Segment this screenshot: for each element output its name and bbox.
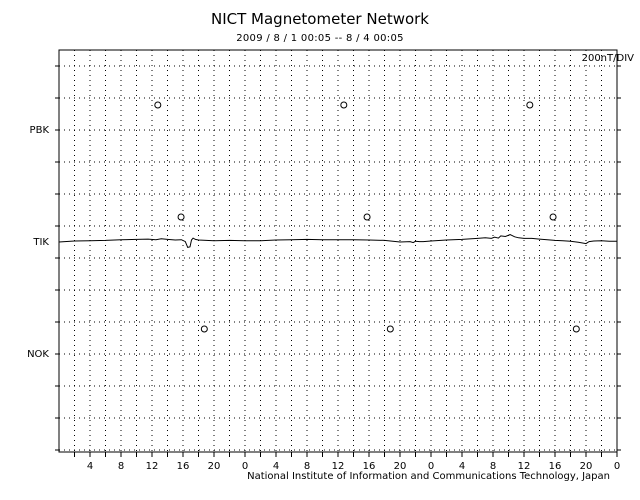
x-tick-label: 20 bbox=[394, 461, 407, 472]
x-tick-label: 16 bbox=[177, 461, 190, 472]
station-label-nok: NOK bbox=[27, 349, 49, 360]
station-marker-tik bbox=[549, 213, 557, 221]
x-tick-label: 0 bbox=[614, 461, 620, 472]
x-tick-label: 0 bbox=[242, 461, 248, 472]
x-tick-label: 0 bbox=[428, 461, 434, 472]
x-tick-label: 4 bbox=[459, 461, 465, 472]
series-line-tik bbox=[58, 234, 617, 248]
station-marker-nok bbox=[200, 325, 208, 333]
x-tick-label: 8 bbox=[304, 461, 310, 472]
station-marker-pbk bbox=[340, 101, 348, 109]
x-tick-label: 16 bbox=[363, 461, 376, 472]
chart-subtitle: 2009 / 8 / 1 00:05 -- 8 / 4 00:05 bbox=[236, 33, 404, 44]
x-tick-label: 4 bbox=[87, 461, 93, 472]
station-marker-nok bbox=[572, 325, 580, 333]
scale-label: 200nT/DIV bbox=[581, 53, 634, 64]
x-tick-label: 12 bbox=[146, 461, 159, 472]
station-marker-tik bbox=[363, 213, 371, 221]
station-label-tik: TIK bbox=[32, 237, 49, 248]
station-marker-nok bbox=[386, 325, 394, 333]
station-label-pbk: PBK bbox=[30, 125, 50, 136]
chart-title: NICT Magnetometer Network bbox=[210, 10, 429, 28]
x-tick-label: 20 bbox=[580, 461, 593, 472]
x-tick-label: 20 bbox=[208, 461, 221, 472]
x-tick-label: 12 bbox=[332, 461, 345, 472]
station-marker-pbk bbox=[154, 101, 162, 109]
station-marker-pbk bbox=[526, 101, 534, 109]
x-tick-label: 8 bbox=[490, 461, 496, 472]
x-tick-label: 4 bbox=[273, 461, 279, 472]
footer-credit: National Institute of Information and Co… bbox=[247, 471, 610, 482]
x-tick-label: 8 bbox=[118, 461, 124, 472]
x-tick-label: 12 bbox=[518, 461, 531, 472]
station-marker-tik bbox=[177, 213, 185, 221]
x-tick-label: 16 bbox=[549, 461, 562, 472]
